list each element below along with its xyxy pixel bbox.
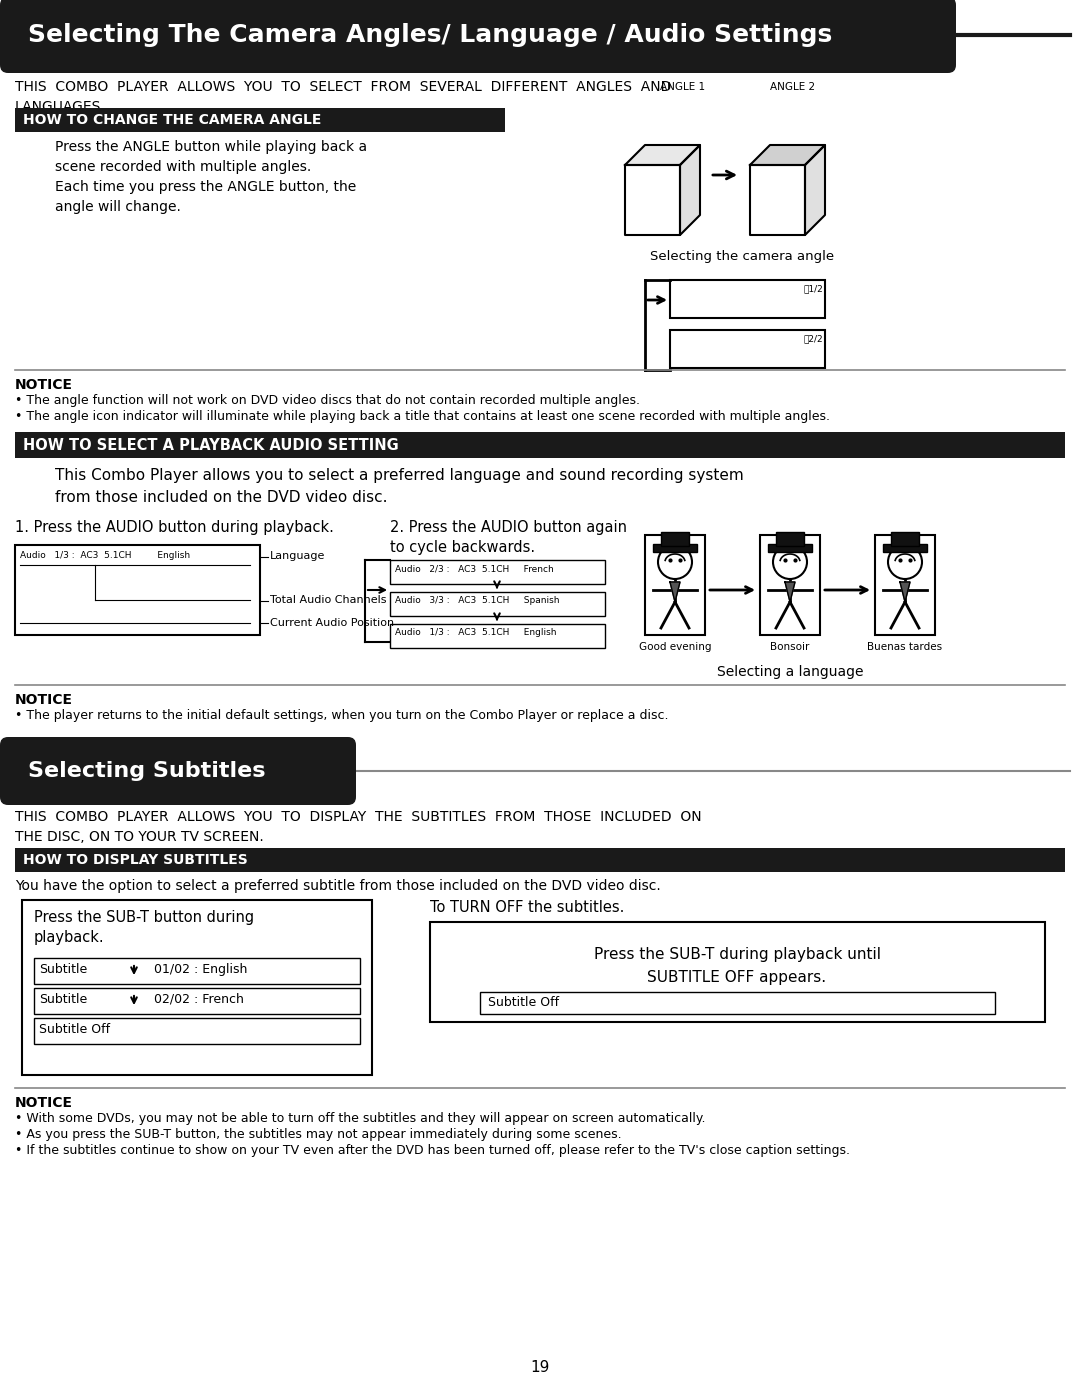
Bar [390, 592, 605, 616]
Text: NOTICE: NOTICE [15, 379, 73, 393]
Text: Audio   1/3 :   AC3  5.1CH     English: Audio 1/3 : AC3 5.1CH English [395, 628, 556, 637]
Text: Audio   1/3 :  AC3  5.1CH         English: Audio 1/3 : AC3 5.1CH English [21, 551, 190, 560]
Polygon shape [625, 165, 680, 234]
Text: Audio   3/3 :   AC3  5.1CH     Spanish: Audio 3/3 : AC3 5.1CH Spanish [395, 596, 559, 605]
Text: • The angle icon indicator will illuminate while playing back a title that conta: • The angle icon indicator will illumina… [15, 411, 831, 423]
Text: Subtitle: Subtitle [39, 993, 87, 1006]
Bar [33, 988, 360, 1014]
Text: Current Audio Position: Current Audio Position [270, 619, 394, 628]
Text: Subtitle: Subtitle [39, 963, 87, 976]
Bar [480, 992, 995, 1014]
Text: Subtitle Off: Subtitle Off [39, 1024, 110, 1036]
Polygon shape [750, 165, 805, 234]
Bar [33, 958, 360, 983]
Text: 19: 19 [530, 1361, 550, 1375]
Bar [22, 900, 372, 1075]
FancyBboxPatch shape [0, 736, 356, 804]
Polygon shape [625, 146, 700, 165]
FancyBboxPatch shape [0, 0, 956, 74]
Text: 01/02 : English: 01/02 : English [154, 963, 247, 976]
Bar [430, 922, 1045, 1022]
Text: to cycle backwards.: to cycle backwards. [390, 540, 535, 555]
Text: 1. Press the AUDIO button during playback.: 1. Press the AUDIO button during playbac… [15, 520, 334, 535]
Text: Each time you press the ANGLE button, the: Each time you press the ANGLE button, th… [55, 180, 356, 194]
Text: THIS  COMBO  PLAYER  ALLOWS  YOU  TO  SELECT  FROM  SEVERAL  DIFFERENT  ANGLES  : THIS COMBO PLAYER ALLOWS YOU TO SELECT F… [15, 80, 672, 94]
Circle shape [888, 545, 922, 578]
Bar [670, 280, 825, 318]
Bar [760, 535, 820, 635]
Bar [390, 624, 605, 648]
Text: ANGLE 2: ANGLE 2 [770, 82, 815, 92]
Bar [883, 544, 927, 552]
Text: HOW TO DISPLAY SUBTITLES: HOW TO DISPLAY SUBTITLES [23, 853, 247, 867]
Bar [15, 431, 1065, 458]
Text: Language: Language [270, 551, 325, 560]
Text: 2. Press the AUDIO button again: 2. Press the AUDIO button again [390, 520, 627, 535]
Text: Selecting The Camera Angles/ Language / Audio Settings: Selecting The Camera Angles/ Language / … [28, 24, 833, 47]
Text: NOTICE: NOTICE [15, 1096, 73, 1110]
Bar [15, 545, 260, 635]
Bar [670, 330, 825, 368]
Text: • The player returns to the initial default settings, when you turn on the Combo: • The player returns to the initial defa… [15, 709, 669, 723]
Polygon shape [805, 146, 825, 234]
Text: SUBTITLE OFF appears.: SUBTITLE OFF appears. [647, 970, 826, 985]
Text: THIS  COMBO  PLAYER  ALLOWS  YOU  TO  DISPLAY  THE  SUBTITLES  FROM  THOSE  INCL: THIS COMBO PLAYER ALLOWS YOU TO DISPLAY … [15, 810, 702, 824]
Text: Bonsoir: Bonsoir [770, 642, 810, 652]
Polygon shape [900, 583, 910, 602]
Text: Buenas tardes: Buenas tardes [867, 642, 943, 652]
Polygon shape [670, 583, 680, 602]
Bar [15, 847, 1065, 872]
Polygon shape [680, 146, 700, 234]
Text: Press the SUB-T during playback until: Press the SUB-T during playback until [594, 947, 880, 963]
Text: Good evening: Good evening [638, 642, 712, 652]
Text: Audio   2/3 :   AC3  5.1CH     French: Audio 2/3 : AC3 5.1CH French [395, 565, 554, 573]
Text: • With some DVDs, you may not be able to turn off the subtitles and they will ap: • With some DVDs, you may not be able to… [15, 1112, 705, 1125]
Bar [390, 560, 605, 584]
Text: This Combo Player allows you to select a preferred language and sound recording : This Combo Player allows you to select a… [55, 467, 744, 483]
Text: Selecting Subtitles: Selecting Subtitles [28, 761, 266, 781]
Bar [33, 1018, 360, 1044]
Text: 02/02 : French: 02/02 : French [154, 993, 244, 1006]
Circle shape [773, 545, 807, 578]
Text: LANGUAGES.: LANGUAGES. [15, 100, 106, 114]
Circle shape [658, 545, 692, 578]
Text: HOW TO CHANGE THE CAMERA ANGLE: HOW TO CHANGE THE CAMERA ANGLE [23, 112, 322, 128]
Bar [661, 533, 689, 546]
Bar [875, 535, 935, 635]
Text: 🎥2/2: 🎥2/2 [804, 334, 823, 343]
Bar [653, 544, 697, 552]
Bar [891, 533, 919, 546]
Text: Subtitle Off: Subtitle Off [488, 996, 559, 1008]
Text: • If the subtitles continue to show on your TV even after the DVD has been turne: • If the subtitles continue to show on y… [15, 1144, 850, 1157]
Text: THE DISC, ON TO YOUR TV SCREEN.: THE DISC, ON TO YOUR TV SCREEN. [15, 829, 264, 845]
Bar [15, 108, 505, 132]
Text: Press the ANGLE button while playing back a: Press the ANGLE button while playing bac… [55, 140, 367, 154]
Text: Press the SUB-T button during: Press the SUB-T button during [33, 910, 254, 925]
Text: HOW TO SELECT A PLAYBACK AUDIO SETTING: HOW TO SELECT A PLAYBACK AUDIO SETTING [23, 437, 399, 452]
Text: • The angle function will not work on DVD video discs that do not contain record: • The angle function will not work on DV… [15, 394, 640, 406]
Polygon shape [785, 583, 795, 602]
Polygon shape [750, 146, 825, 165]
Text: To TURN OFF the subtitles.: To TURN OFF the subtitles. [430, 900, 624, 915]
Text: ANGLE 1: ANGLE 1 [660, 82, 705, 92]
Text: angle will change.: angle will change. [55, 200, 180, 214]
Text: from those included on the DVD video disc.: from those included on the DVD video dis… [55, 490, 388, 505]
Text: playback.: playback. [33, 931, 105, 945]
Text: NOTICE: NOTICE [15, 694, 73, 707]
Text: • As you press the SUB-T button, the subtitles may not appear immediately during: • As you press the SUB-T button, the sub… [15, 1128, 622, 1142]
Text: Selecting a language: Selecting a language [717, 664, 863, 680]
Bar [645, 535, 705, 635]
Text: scene recorded with multiple angles.: scene recorded with multiple angles. [55, 160, 311, 173]
Bar [777, 533, 804, 546]
Text: Selecting the camera angle: Selecting the camera angle [650, 250, 834, 264]
Text: Total Audio Channels: Total Audio Channels [270, 595, 387, 605]
Text: You have the option to select a preferred subtitle from those included on the DV: You have the option to select a preferre… [15, 879, 661, 893]
Text: 🎥1/2: 🎥1/2 [804, 284, 823, 293]
Bar [768, 544, 812, 552]
